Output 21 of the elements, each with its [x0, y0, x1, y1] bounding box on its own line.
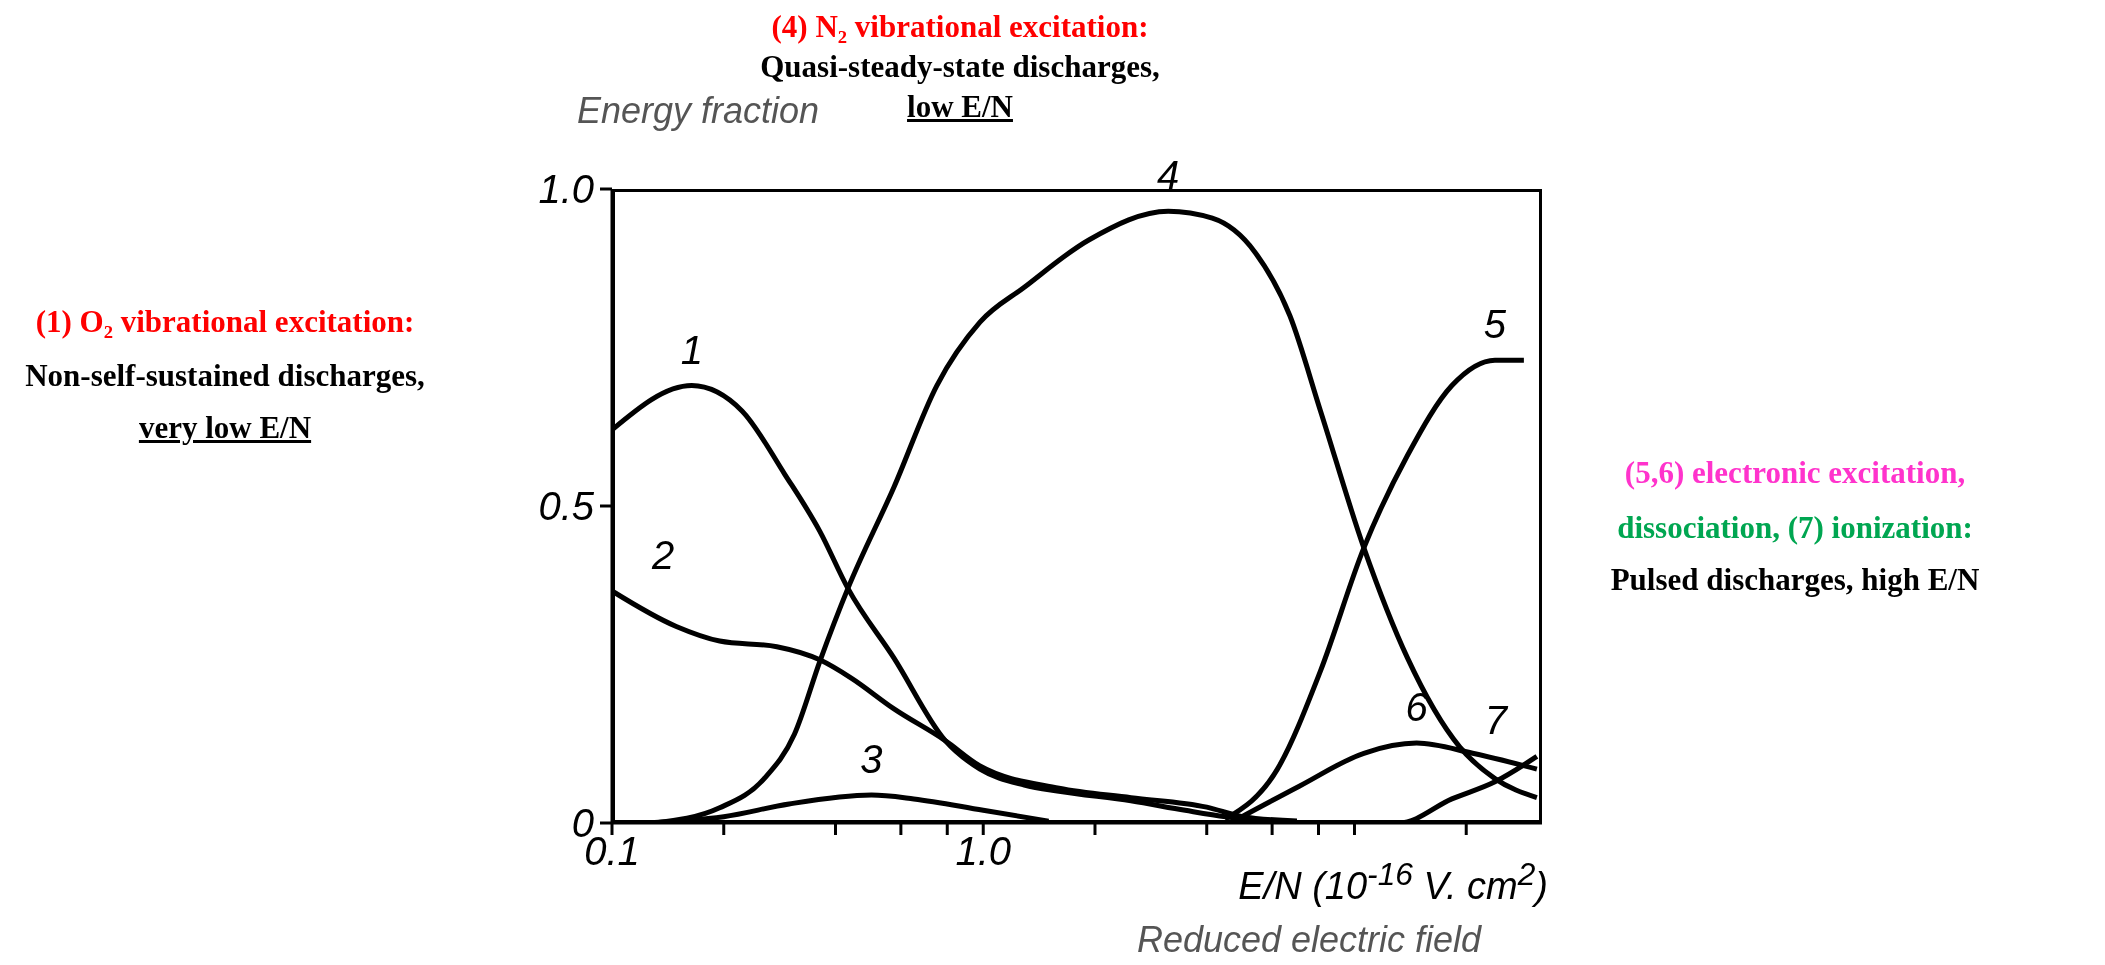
y-tick-label: 0.5 — [538, 484, 595, 528]
text: Quasi-steady-state discharges, — [760, 49, 1160, 85]
text: very low E/N — [138, 410, 312, 446]
text: Reduced electric field — [1136, 919, 1482, 961]
text: low E/N — [907, 89, 1013, 125]
text: Non-self-sustained discharges, — [25, 358, 425, 394]
x-axis-title: E/N (10$^{-16}$ V. cm$^{2}$) — [1238, 856, 1548, 908]
text: dissociation, (7) ionization: — [1617, 510, 1973, 546]
series-label: 5 — [1483, 302, 1507, 347]
y-axis-title: Energy fraction — [576, 90, 820, 132]
series-label: 2 — [651, 532, 675, 577]
text: (1) O₂ vibrational excitation: — [35, 304, 415, 340]
series-label: 3 — [860, 737, 883, 782]
y-tick-label: 1.0 — [538, 167, 594, 211]
series-label: 7 — [1484, 698, 1509, 743]
text: (4) N₂ vibrational excitation: — [771, 9, 1149, 45]
series-label: 4 — [1157, 153, 1180, 198]
text: Pulsed discharges, high E/N — [1610, 562, 1980, 598]
series-label: 6 — [1405, 685, 1429, 730]
series-label: 1 — [680, 327, 703, 372]
text: (5,6) electronic excitation, — [1624, 455, 1966, 491]
